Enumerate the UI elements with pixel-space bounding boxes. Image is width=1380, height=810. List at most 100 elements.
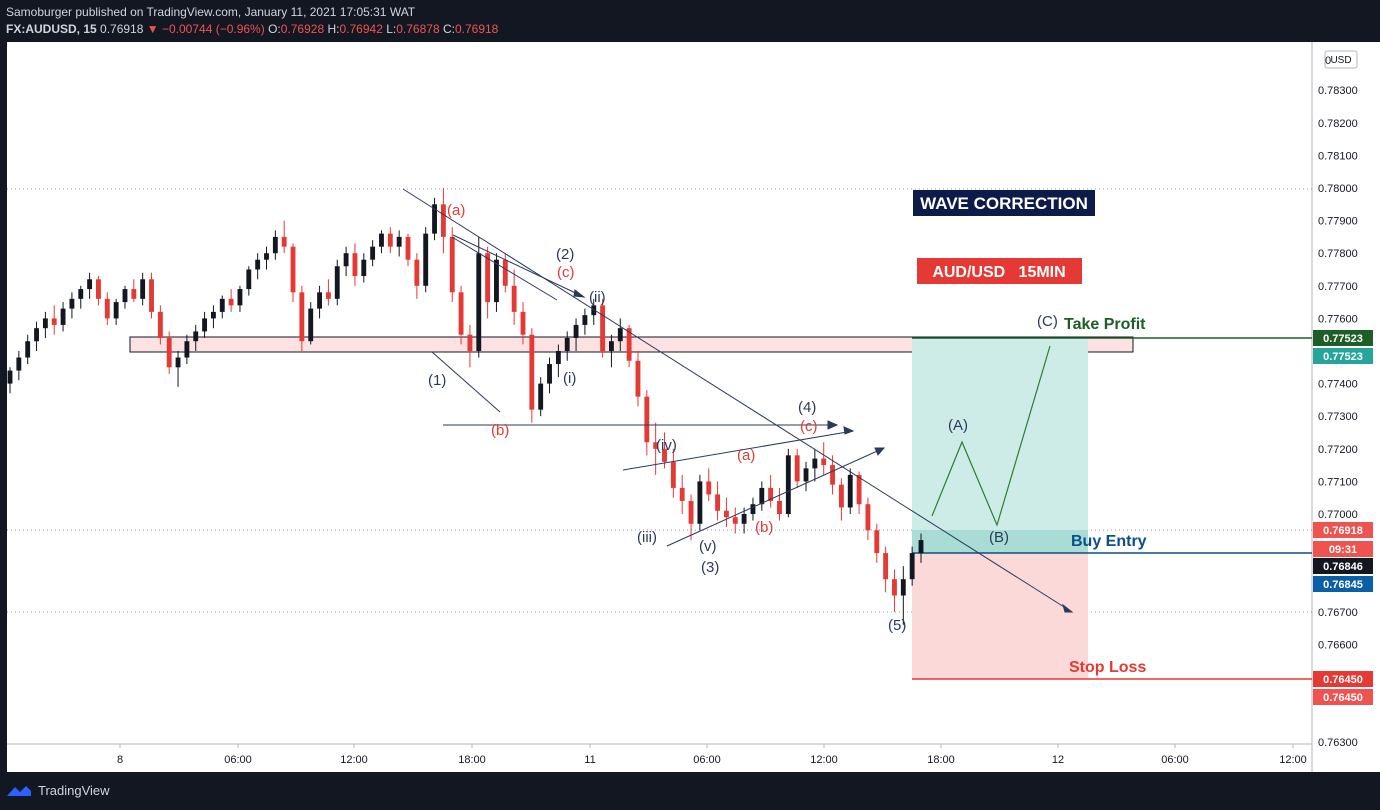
candle-body <box>157 311 163 338</box>
brand[interactable]: TradingView <box>6 783 110 798</box>
candle-body <box>538 383 544 410</box>
price-tick: 0.76600 <box>1318 639 1358 651</box>
candle-body <box>42 318 48 329</box>
wave-label: (a) <box>737 447 755 464</box>
candle-body <box>511 285 517 312</box>
price-tick: 0.77300 <box>1318 411 1358 423</box>
chart-svg[interactable]: (a) (2) (c) (ii) (1) (i) (b) (4) (c) (iv… <box>7 42 1380 772</box>
candle-body <box>228 298 234 306</box>
candle-body <box>149 279 154 312</box>
reward-zone[interactable] <box>912 338 1088 553</box>
candle-body <box>600 305 606 351</box>
candle-body <box>706 481 712 495</box>
price-badge <box>1313 541 1373 557</box>
candles <box>7 188 924 625</box>
candle-body <box>34 328 39 342</box>
high-value: 0.76942 <box>339 22 383 36</box>
price-tick: 0.77200 <box>1318 444 1358 456</box>
wave-label: (iii) <box>637 529 657 546</box>
candle-body <box>502 259 508 286</box>
wave-label: (c) <box>557 264 575 281</box>
candle-body <box>175 357 181 368</box>
wave-label: (ii) <box>589 289 606 306</box>
candle-body <box>87 279 93 290</box>
chart-header: Samoburger published on TradingView.com,… <box>0 0 1380 42</box>
wave-label: (1) <box>428 372 446 389</box>
reward-zone-entry-band <box>912 530 1088 553</box>
price-change: ▼ −0.00744 (−0.96%) <box>146 22 265 36</box>
price-tick: 0.77000 <box>1318 509 1358 521</box>
candle-body <box>573 324 579 338</box>
drawings <box>402 188 1074 613</box>
wave-label: (b) <box>491 422 509 439</box>
candle-body <box>290 246 296 293</box>
time-tick: 12:00 <box>810 754 838 766</box>
candle-body <box>856 474 862 505</box>
candle-body <box>662 448 667 462</box>
channel-upper[interactable] <box>452 234 585 298</box>
wave-label: (C) <box>1037 313 1058 330</box>
price-badge-label: 0.77523 <box>1323 333 1363 345</box>
candle-body <box>865 504 871 531</box>
pair-text: AUD/USD 15MIN <box>932 264 1065 281</box>
candle-body <box>582 315 588 325</box>
channel-upper-arrow <box>573 289 586 298</box>
candle-body <box>7 370 13 384</box>
time-tick: 06:00 <box>1161 754 1189 766</box>
candle-body <box>626 328 632 361</box>
candle-body <box>688 500 694 524</box>
candle-body <box>485 253 491 303</box>
triangle-upper-arrow <box>843 426 855 435</box>
publisher-line: Samoburger published on TradingView.com,… <box>6 5 416 19</box>
price-tick: 0.78000 <box>1318 183 1358 195</box>
price-badge-label: 09:31 <box>1329 544 1357 556</box>
candle-body <box>520 311 526 335</box>
candle-body <box>909 553 915 580</box>
price-badge-label: 0.76450 <box>1323 674 1363 686</box>
price-axis[interactable]: 0.78300 0.78200 0.78100 0.78000 0.77900 0.778… <box>1318 85 1358 749</box>
trendline-main[interactable] <box>402 188 1073 613</box>
take-profit-label: Take Profit <box>1064 316 1146 333</box>
candle-body <box>202 318 208 332</box>
wave-label: (v) <box>699 538 717 555</box>
symbol-label[interactable]: FX:AUDUSD, 15 <box>6 22 97 36</box>
time-tick: 06:00 <box>693 754 721 766</box>
wave-label: (A) <box>948 417 968 434</box>
wave-1-line[interactable] <box>431 351 501 413</box>
candle-body <box>467 334 473 351</box>
candle-body <box>458 292 464 335</box>
triangle-upper[interactable] <box>622 430 854 471</box>
stop-loss-label: Stop Loss <box>1069 659 1146 676</box>
candle-body <box>777 500 782 514</box>
wave-label: (i) <box>563 370 576 387</box>
wave-label: (4) <box>798 399 816 416</box>
candle-body <box>591 305 597 316</box>
wave-2-line[interactable] <box>451 236 558 301</box>
last-price: 0.76918 <box>100 22 144 36</box>
wave-labels: (a) (2) (c) (ii) (1) (i) (b) (4) (c) (iv… <box>428 202 1058 634</box>
projection-path[interactable] <box>931 345 1051 527</box>
currency-button[interactable] <box>1324 50 1358 69</box>
candle-body <box>325 292 331 299</box>
time-tick: 11 <box>584 754 595 766</box>
chart-area[interactable]: (a) (2) (c) (ii) (1) (i) (b) (4) (c) (iv… <box>7 42 1380 772</box>
risk-zone[interactable] <box>912 553 1088 679</box>
candle-body <box>308 308 314 342</box>
candle-body <box>476 253 482 351</box>
time-tick: 06:00 <box>224 754 252 766</box>
ohlc-line: FX:AUDUSD, 15 0.76918 ▼ −0.00744 (−0.96%… <box>6 22 498 36</box>
candle-body <box>670 461 676 488</box>
candle-body <box>697 481 703 524</box>
candle-body <box>299 292 305 342</box>
candle-body <box>609 341 614 351</box>
price-tick: 0.77100 <box>1318 476 1358 488</box>
triangle-lower[interactable] <box>666 447 885 547</box>
candle-body <box>69 298 75 309</box>
candle-body <box>379 233 384 247</box>
price-badge <box>1313 522 1373 538</box>
time-axis[interactable]: 8 06:00 12:00 18:00 11 06:00 12:00 18:00 12 06:00… <box>117 744 1307 766</box>
low-label: L: <box>386 22 397 36</box>
price-tick: 0.77400 <box>1318 379 1358 391</box>
candle-body <box>25 341 31 358</box>
price-badge-label: 0.77523 <box>1323 351 1363 363</box>
